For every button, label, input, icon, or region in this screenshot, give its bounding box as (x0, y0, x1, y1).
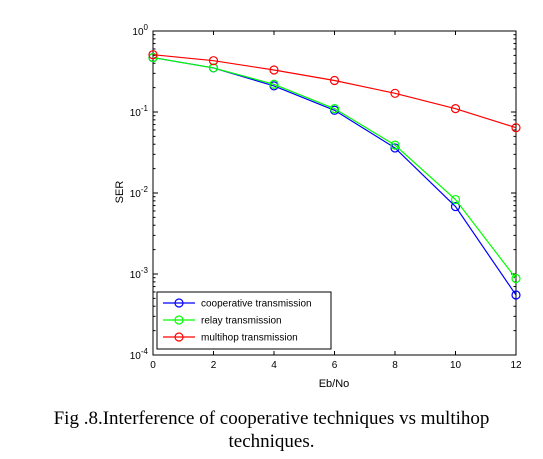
series-point-2 (390, 88, 400, 98)
y-tick-label: 10-1 (130, 104, 149, 119)
legend-label: relay transmission (201, 316, 282, 327)
series-line-1 (152, 56, 517, 279)
x-tick-label: 8 (392, 360, 398, 371)
series-point-0 (511, 290, 521, 300)
chart: 0 2 4 6 8 10 12 100 10-1 10-2 10-3 10-4 Eb/No SER c… (114, 23, 522, 390)
ticks: 0 2 4 6 8 10 12 100 10-1 10-2 10-3 10-4 (130, 23, 522, 371)
series-point-1 (148, 52, 158, 63)
series-point-0 (450, 201, 461, 212)
x-tick-label: 12 (510, 360, 522, 371)
caption-line-1: Fig .8.Interference of cooperative techn… (53, 408, 490, 429)
y-tick-label: 10-4 (130, 347, 149, 362)
y-tick-label: 100 (132, 23, 148, 38)
y-axis-label: SER (114, 181, 126, 204)
x-tick-label: 0 (150, 360, 156, 371)
legend-marker (174, 315, 184, 325)
series-point-1 (511, 273, 521, 284)
series-point-2 (450, 104, 461, 114)
x-tick-label: 2 (211, 360, 217, 371)
legend-marker (174, 332, 184, 342)
series-point-2 (269, 65, 279, 75)
y-tick-label: 10-3 (130, 266, 149, 281)
x-axis-label: Eb/No (319, 378, 350, 390)
series-point-2 (511, 123, 521, 133)
series-point-1 (208, 63, 219, 73)
series-point-1 (390, 140, 400, 150)
series (148, 50, 521, 300)
series-point-1 (269, 79, 279, 89)
series-point-2 (208, 56, 219, 66)
figure-caption: Fig .8.Interference of cooperative techn… (0, 407, 543, 453)
x-tick-label: 6 (332, 360, 338, 371)
series-point-2 (148, 50, 158, 60)
series-point-1 (450, 194, 461, 205)
y-tick-label: 10-2 (130, 185, 149, 200)
x-tick-label: 10 (450, 360, 462, 371)
legend-label: cooperative transmission (201, 299, 312, 310)
legend-label: multihop transmission (201, 333, 298, 344)
series-line-2 (152, 54, 517, 129)
x-tick-label: 4 (271, 360, 277, 371)
legend-marker (174, 298, 184, 308)
caption-line-2: techniques. (228, 431, 315, 452)
legend: cooperative transmission relay transmissi… (156, 291, 332, 350)
series-point-1 (329, 104, 340, 114)
series-point-2 (329, 75, 340, 86)
